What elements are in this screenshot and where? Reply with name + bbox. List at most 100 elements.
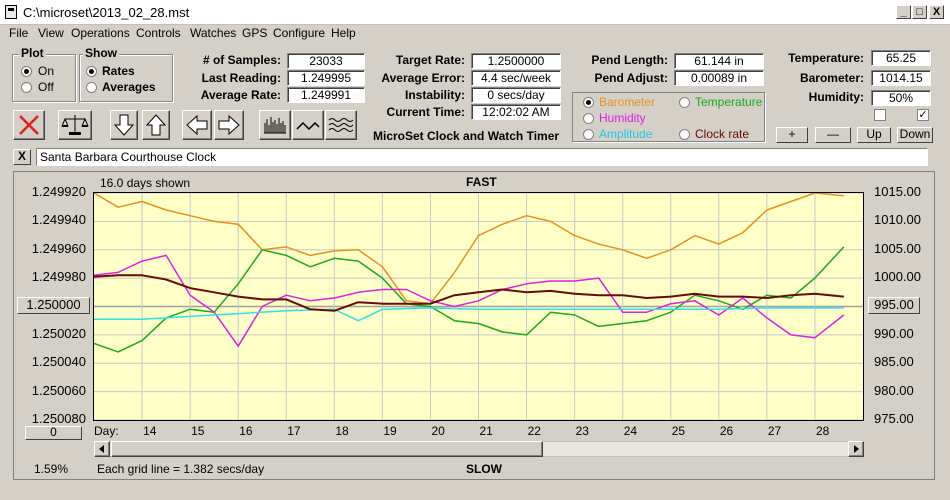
plot-group xyxy=(12,54,76,102)
average-error-label: Average Error: xyxy=(381,71,465,85)
minus-button[interactable]: — xyxy=(815,127,851,143)
pend-adjust-label: Pend Adjust: xyxy=(594,71,668,85)
title-bar: C:\microset\2013_02_28.mst _ □ X xyxy=(0,0,950,25)
clock-rate-option[interactable]: Clock rate xyxy=(695,127,750,141)
sensor-select-group xyxy=(572,92,765,142)
series-clock-rate xyxy=(94,274,844,312)
right-arrow-button[interactable] xyxy=(214,110,244,140)
line-graph-icon xyxy=(296,121,320,131)
y-left-tick-label: 1.249940 xyxy=(31,212,86,228)
maximize-button[interactable]: □ xyxy=(912,5,927,19)
show-rates-radio[interactable] xyxy=(86,66,97,77)
clock-name-input[interactable]: Santa Barbara Courthouse Clock xyxy=(36,148,928,166)
show-group xyxy=(79,54,173,102)
temperature-option[interactable]: Temperature xyxy=(695,95,763,109)
samples-label: # of Samples: xyxy=(202,53,281,67)
show-averages-label[interactable]: Averages xyxy=(102,80,156,94)
menu-file[interactable]: File xyxy=(9,26,29,40)
day-prefix: Day: xyxy=(94,424,119,438)
zero-button[interactable]: 0 xyxy=(25,426,82,440)
y-left-tick-label: 1.249980 xyxy=(31,269,86,285)
barometer-label: Barometer: xyxy=(799,71,864,85)
show-averages-radio[interactable] xyxy=(86,82,97,93)
percent-label: 1.59% xyxy=(34,462,69,476)
baro-center-button[interactable]: 995.00 xyxy=(868,297,920,314)
menu-watches[interactable]: Watches xyxy=(190,26,237,40)
x-tick-label: 22 xyxy=(527,424,541,438)
current-time-label: Current Time: xyxy=(386,105,465,119)
y-right-tick-label: 1005.00 xyxy=(874,240,921,256)
left-arrow-button[interactable] xyxy=(182,110,212,140)
temperature-radio[interactable] xyxy=(679,97,690,108)
y-left-tick-label: 1.250080 xyxy=(31,411,86,426)
right-checkbox[interactable]: ✓ xyxy=(917,109,929,121)
menu-configure[interactable]: Configure xyxy=(273,26,326,40)
down-arrow-button[interactable] xyxy=(110,110,138,140)
app-icon xyxy=(5,5,17,19)
series-amplitude xyxy=(94,307,844,322)
clear-name-button[interactable]: X xyxy=(13,149,31,165)
current-time-field: 12:02:02 AM xyxy=(471,104,561,120)
stop-icon xyxy=(19,115,39,135)
x-tick-label: 19 xyxy=(383,424,397,438)
y-right-tick-label: 980.00 xyxy=(874,382,914,398)
clock-rate-radio[interactable] xyxy=(679,129,690,140)
plot-off-label[interactable]: Off xyxy=(38,80,54,94)
barometer-option[interactable]: Barometer xyxy=(599,95,656,109)
humidity-radio[interactable] xyxy=(583,113,594,124)
scroll-right-button[interactable] xyxy=(848,441,864,457)
amplitude-radio[interactable] xyxy=(583,129,594,140)
left-checkbox[interactable] xyxy=(874,109,886,121)
up-arrow-button[interactable] xyxy=(142,110,170,140)
y-right-tick-label: 985.00 xyxy=(874,354,914,370)
chart-frame xyxy=(13,171,935,480)
menu-gps[interactable]: GPS xyxy=(242,26,268,40)
amplitude-option[interactable]: Amplitude xyxy=(599,127,653,141)
pend-length-label: Pend Length: xyxy=(591,53,668,67)
humidity-option[interactable]: Humidity xyxy=(599,111,646,125)
barometer-radio[interactable] xyxy=(583,97,594,108)
x-tick-label: 21 xyxy=(479,424,493,438)
temperature-field: 65.25 xyxy=(871,50,931,66)
minimize-button[interactable]: _ xyxy=(896,5,911,19)
balance-button[interactable] xyxy=(58,110,92,140)
show-rates-label[interactable]: Rates xyxy=(102,64,135,78)
average-error-field: 4.4 sec/week xyxy=(471,70,561,86)
y-left-tick-label: 1.249920 xyxy=(31,184,86,199)
scroll-thumb[interactable] xyxy=(111,441,543,457)
menu-bar: File View Operations Controls Watches GP… xyxy=(0,24,950,42)
down-button[interactable]: Down xyxy=(897,127,933,143)
menu-controls[interactable]: Controls xyxy=(136,26,181,40)
plot-on-radio[interactable] xyxy=(21,66,32,77)
plot-area xyxy=(93,192,864,421)
x-tick-label: 15 xyxy=(191,424,205,438)
stop-button[interactable] xyxy=(13,110,45,140)
average-rate-field: 1.249991 xyxy=(287,87,365,103)
line-graph-button[interactable] xyxy=(292,110,324,140)
x-tick-label: 25 xyxy=(671,424,686,438)
bar-graph-button[interactable] xyxy=(259,110,291,140)
scroll-left-button[interactable] xyxy=(94,441,110,457)
plot-off-radio[interactable] xyxy=(21,82,32,93)
x-tick-label: 23 xyxy=(575,424,589,438)
target-rate-field[interactable]: 1.2500000 xyxy=(471,53,561,69)
scroll-left-icon xyxy=(99,445,104,453)
y-left-tick-label: 1.250060 xyxy=(31,382,86,398)
y-left-tick-label: 1.250020 xyxy=(31,325,86,341)
plus-button[interactable]: + xyxy=(776,127,808,143)
plot-group-title: Plot xyxy=(19,46,46,60)
close-button[interactable]: X xyxy=(929,5,944,19)
pend-adjust-field: 0.00089 in xyxy=(674,70,764,86)
wave-graph-button[interactable] xyxy=(325,110,357,140)
samples-field: 23033 xyxy=(287,53,365,69)
humidity-field: 50% xyxy=(871,90,931,106)
humidity-label: Humidity: xyxy=(808,90,864,104)
pend-length-field: 61.144 in xyxy=(674,53,764,69)
menu-view[interactable]: View xyxy=(38,26,64,40)
center-rate-button[interactable]: 1.250000 xyxy=(17,297,90,314)
menu-help[interactable]: Help xyxy=(331,26,356,40)
menu-operations[interactable]: Operations xyxy=(71,26,130,40)
average-rate-label: Average Rate: xyxy=(200,88,281,102)
up-button[interactable]: Up xyxy=(857,127,891,143)
plot-on-label[interactable]: On xyxy=(38,64,55,78)
